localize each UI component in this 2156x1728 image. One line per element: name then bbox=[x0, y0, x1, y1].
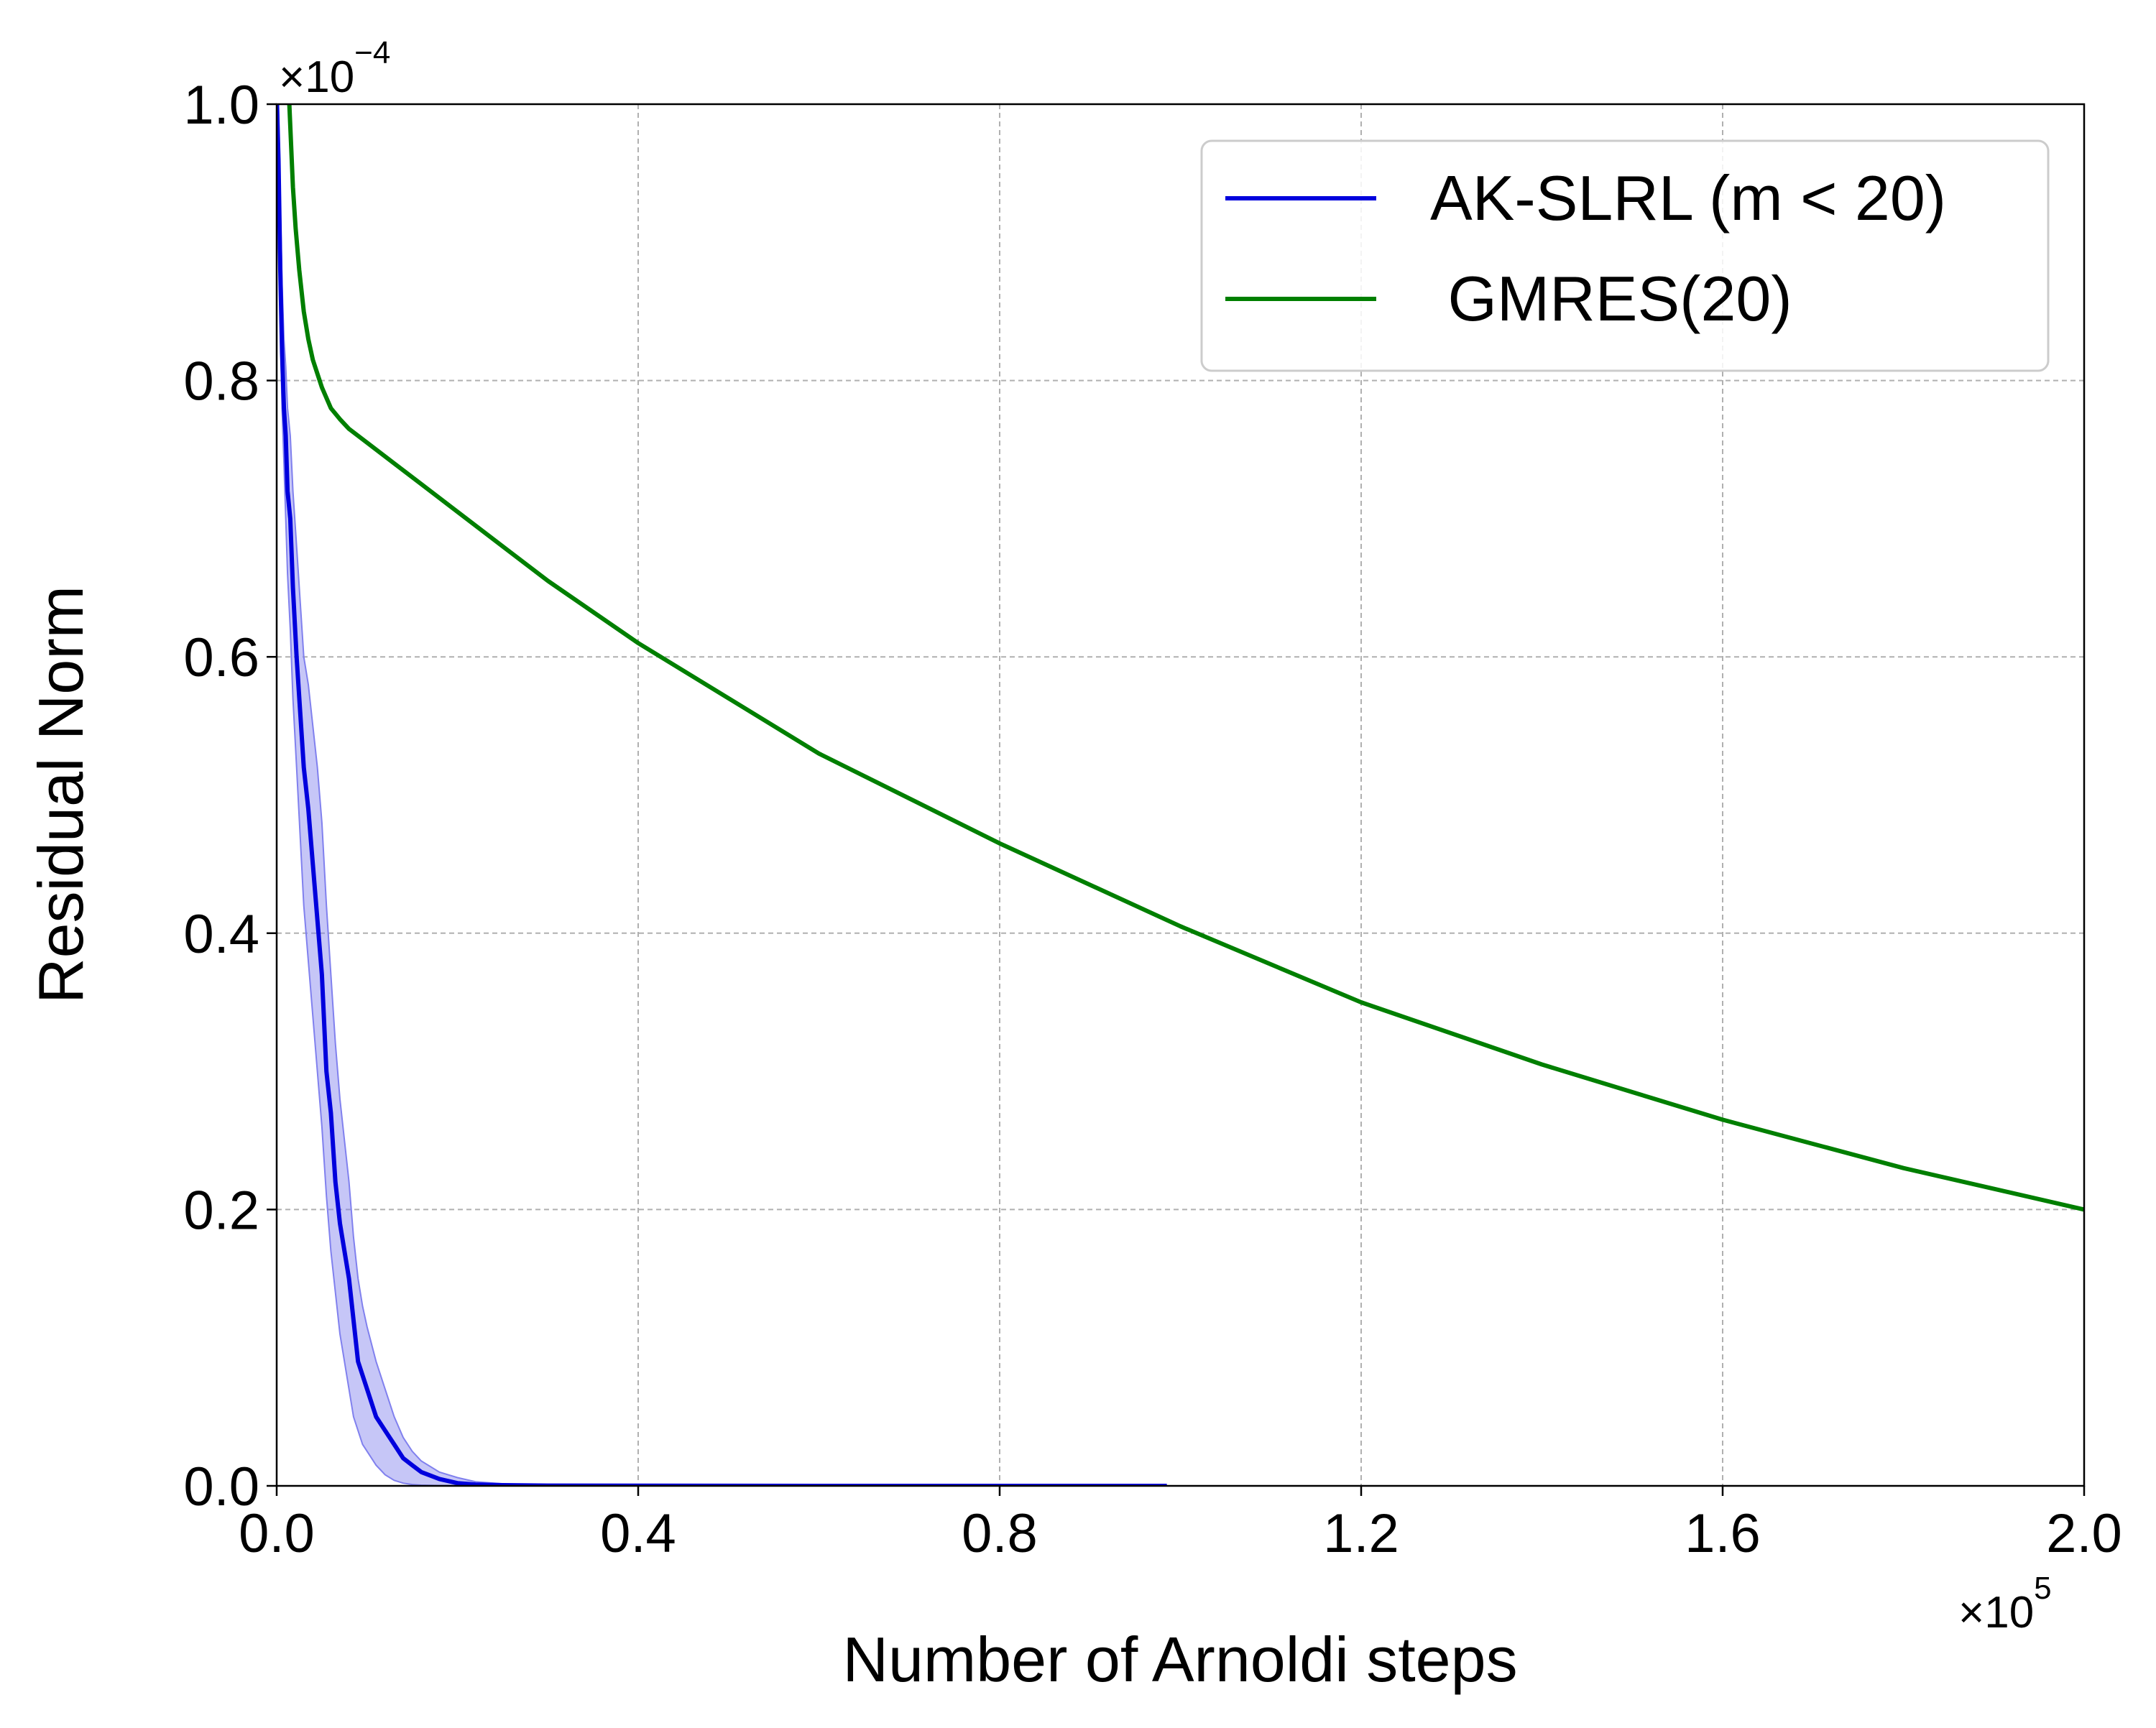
y-tick-label: 1.0 bbox=[183, 75, 259, 136]
y-axis-label: Residual Norm bbox=[25, 586, 96, 1004]
y-offset-text: ×10−4 bbox=[279, 35, 390, 102]
x-offset-base: ×10 bbox=[1958, 1588, 2034, 1637]
x-tick-label: 0.4 bbox=[600, 1503, 676, 1564]
y-offset-base: ×10 bbox=[279, 52, 354, 102]
x-tick-label: 0.0 bbox=[239, 1503, 315, 1564]
series-line-ak-slrl bbox=[277, 104, 1167, 1486]
legend-frame bbox=[1200, 139, 2050, 372]
y-offset-exponent: −4 bbox=[354, 35, 390, 70]
legend-label-ak-slrl: AK-SLRL (m < 20) bbox=[1430, 162, 1946, 234]
x-tick-label: 2.0 bbox=[2046, 1503, 2122, 1564]
x-offset-exponent: 5 bbox=[2034, 1571, 2051, 1606]
y-tick-label: 0.2 bbox=[183, 1180, 259, 1241]
axis-ticks: 0.0 0.4 0.8 1.2 1.6 2.0 0.0 0.2 0.4 0.6 0.8 1.0 bbox=[183, 75, 2122, 1564]
legend: AK-SLRL (m < 20) GMRES(20) bbox=[1200, 139, 2050, 372]
plot-frame bbox=[275, 103, 2086, 1487]
x-tick-label: 0.8 bbox=[962, 1503, 1038, 1564]
grid bbox=[277, 104, 2084, 1486]
x-axis-label: Number of Arnoldi steps bbox=[842, 1624, 1517, 1695]
y-tick-label: 0.0 bbox=[183, 1456, 259, 1517]
series-line-gmres bbox=[287, 104, 2084, 1212]
legend-label-gmres: GMRES(20) bbox=[1430, 263, 1792, 334]
y-tick-label: 0.4 bbox=[183, 904, 259, 965]
plot-area bbox=[277, 104, 2084, 1486]
x-offset-text: ×105 bbox=[1958, 1571, 2052, 1637]
y-tick-label: 0.6 bbox=[183, 627, 259, 688]
y-tick-label: 0.8 bbox=[183, 351, 259, 412]
x-tick-label: 1.2 bbox=[1323, 1503, 1399, 1564]
x-tick-label: 1.6 bbox=[1685, 1503, 1761, 1564]
series-band-ak-slrl bbox=[277, 104, 1167, 1486]
